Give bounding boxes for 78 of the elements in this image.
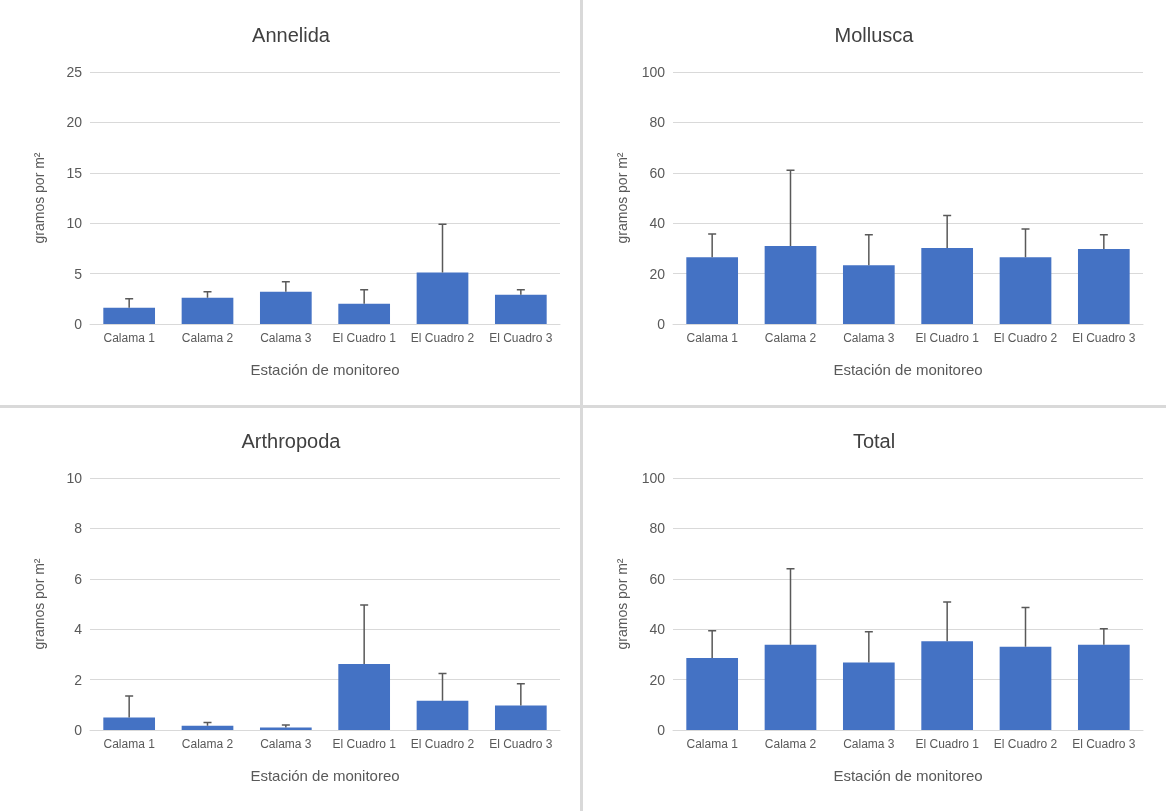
y-tick-label: 80 <box>649 520 666 537</box>
y-tick-label: 40 <box>649 215 666 232</box>
x-tick-label: El Cuadro 2 <box>993 331 1058 345</box>
x-tick-label: El Cuadro 2 <box>410 331 475 345</box>
bar <box>416 272 469 324</box>
bar <box>259 727 312 730</box>
x-tick-label: El Cuadro 3 <box>1072 737 1136 751</box>
x-tick-label: Calama 3 <box>260 737 312 751</box>
chart-title: Annelida <box>252 24 331 46</box>
y-tick-label: 0 <box>657 722 666 738</box>
y-axis-title: gramos por m² <box>31 152 47 244</box>
x-tick-label: Calama 1 <box>103 737 156 751</box>
x-tick-label: El Cuadro 1 <box>332 331 397 345</box>
x-tick-label: El Cuadro 1 <box>915 737 980 751</box>
y-tick-label: 0 <box>74 722 83 738</box>
y-tick-label: 8 <box>74 520 83 537</box>
bar <box>921 641 974 730</box>
x-tick-label: Calama 1 <box>686 737 739 751</box>
y-tick-label: 100 <box>641 64 666 80</box>
bar <box>842 662 895 730</box>
y-tick-label: 0 <box>74 316 83 332</box>
bar <box>416 700 469 730</box>
y-tick-label: 40 <box>649 621 666 638</box>
y-axis-title: gramos por m² <box>31 558 47 650</box>
bar <box>494 294 547 324</box>
x-tick-label: El Cuadro 3 <box>1072 331 1136 345</box>
y-tick-label: 100 <box>641 470 666 486</box>
x-axis-title: Estación de monitoreo <box>250 361 400 378</box>
x-tick-label: Calama 3 <box>843 331 895 345</box>
bar <box>103 307 156 324</box>
y-axis-title: gramos por m² <box>614 558 630 650</box>
chart-title: Mollusca <box>834 24 915 46</box>
bar <box>999 646 1052 730</box>
y-tick-label: 20 <box>649 671 666 688</box>
x-tick-label: El Cuadro 3 <box>489 331 553 345</box>
y-tick-label: 10 <box>66 215 83 232</box>
bar <box>103 717 156 730</box>
bar <box>338 303 391 324</box>
x-tick-label: Calama 2 <box>764 331 817 345</box>
bar <box>764 644 817 730</box>
x-tick-label: Calama 3 <box>843 737 895 751</box>
y-tick-label: 60 <box>649 570 666 587</box>
x-tick-label: Calama 2 <box>181 331 234 345</box>
x-tick-label: El Cuadro 2 <box>993 737 1058 751</box>
x-tick-label: El Cuadro 1 <box>915 331 980 345</box>
y-tick-label: 20 <box>66 114 83 131</box>
y-tick-label: 2 <box>74 671 83 688</box>
bar <box>259 291 312 324</box>
y-tick-label: 15 <box>66 164 83 181</box>
x-axis-title: Estación de monitoreo <box>250 767 400 784</box>
bar <box>1077 644 1130 730</box>
y-tick-label: 5 <box>74 265 83 282</box>
x-tick-label: Calama 1 <box>103 331 156 345</box>
x-tick-label: El Cuadro 1 <box>332 737 397 751</box>
y-tick-label: 4 <box>74 621 83 638</box>
bar <box>338 663 391 730</box>
bar <box>686 657 739 730</box>
bar <box>494 705 547 730</box>
x-tick-label: Calama 1 <box>686 331 739 345</box>
chart-title: Arthropoda <box>241 430 342 452</box>
x-tick-label: Calama 2 <box>764 737 817 751</box>
bar <box>181 297 234 324</box>
x-tick-label: Calama 2 <box>181 737 234 751</box>
y-tick-label: 10 <box>66 470 83 486</box>
bar <box>181 725 234 730</box>
y-tick-label: 80 <box>649 114 666 131</box>
x-tick-label: El Cuadro 3 <box>489 737 553 751</box>
y-tick-label: 6 <box>74 570 83 587</box>
y-tick-label: 0 <box>657 316 666 332</box>
x-axis-title: Estación de monitoreo <box>833 767 983 784</box>
y-tick-label: 60 <box>649 164 666 181</box>
y-axis-title: gramos por m² <box>614 152 630 244</box>
chart-title: Total <box>852 430 896 452</box>
y-tick-label: 20 <box>649 265 666 282</box>
x-tick-label: Calama 3 <box>260 331 312 345</box>
y-tick-label: 25 <box>66 64 83 80</box>
x-tick-label: El Cuadro 2 <box>410 737 475 751</box>
x-axis-title: Estación de monitoreo <box>833 361 983 378</box>
